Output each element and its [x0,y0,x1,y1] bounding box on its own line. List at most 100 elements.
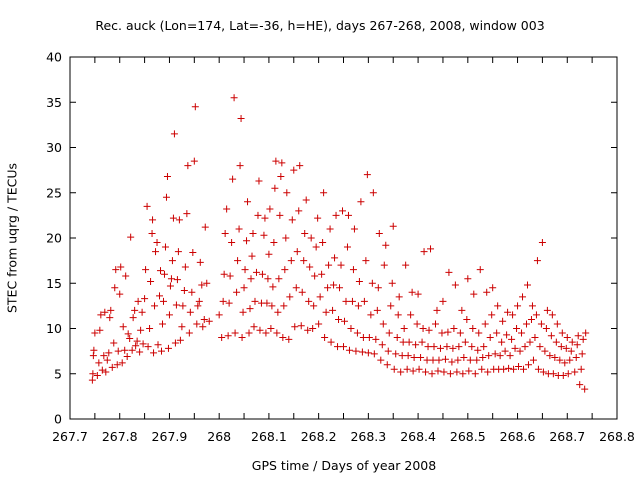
data-point [89,370,97,378]
data-point [510,365,518,373]
data-point [378,341,386,349]
data-point [219,297,227,305]
data-point [90,346,98,354]
data-point [455,343,463,351]
data-point [348,297,356,305]
x-tick-label: 268.5 [450,429,486,444]
data-point [349,266,357,274]
data-point [327,338,335,346]
x-tick-label: 268.4 [400,429,436,444]
data-point [427,245,435,253]
data-point [365,334,373,342]
data-point [438,329,446,337]
data-point [112,266,120,274]
data-point [183,210,191,218]
data-point [124,330,132,338]
data-point [273,329,281,337]
data-point [337,261,345,269]
data-point [499,317,507,325]
data-point [345,346,353,354]
data-point [223,205,231,213]
data-point [446,370,454,378]
data-point [389,222,397,230]
data-point [254,211,262,219]
data-point [159,297,167,305]
data-point [138,308,146,316]
data-point [134,297,142,305]
data-point [475,329,483,337]
data-point [486,334,494,342]
data-point [179,302,187,310]
data-point [271,184,279,192]
data-point [139,340,147,348]
data-point [344,211,352,219]
data-point [523,281,531,289]
data-point [162,193,170,201]
data-point [105,349,113,357]
data-point [500,365,508,373]
data-point [191,103,199,111]
data-point [241,266,249,274]
data-point [251,297,259,305]
data-point [415,365,423,373]
data-point [111,284,119,292]
data-point [516,347,524,355]
data-point [281,266,289,274]
data-point [288,216,296,224]
data-point [282,234,290,242]
data-point [167,275,175,283]
data-point [463,315,471,323]
x-tick-label: 268.7 [549,429,585,444]
data-point [326,225,334,233]
data-point [451,281,459,289]
data-point [542,325,550,332]
data-point [194,302,202,310]
data-point [360,297,368,305]
data-point [354,302,362,310]
data-point [309,325,317,332]
data-point [582,329,590,337]
data-point [551,353,559,361]
data-point [315,320,323,328]
data-point [133,337,141,345]
data-point [127,233,135,241]
data-point [116,290,124,298]
data-point [364,349,372,357]
data-point [198,281,206,289]
data-point [295,207,303,215]
data-point [285,335,293,343]
data-point [430,343,438,351]
data-point [471,370,479,378]
data-point [287,257,295,265]
data-point [541,347,549,355]
data-point [172,301,180,309]
data-point [479,353,487,361]
data-point [244,198,252,206]
data-point [218,334,226,342]
data-point [330,281,338,289]
data-point [390,365,398,373]
data-point [531,334,539,342]
data-point [405,338,413,346]
data-point [501,347,509,355]
data-point [399,338,407,346]
data-point [509,311,517,319]
data-point [511,344,519,352]
x-tick-label: 267.7 [52,429,88,444]
data-point [122,272,130,280]
data-point [388,279,396,287]
y-tick-label: 0 [54,412,62,427]
data-point [190,157,198,165]
data-point [277,172,285,180]
data-point [325,261,333,269]
data-point [414,290,422,298]
data-point [118,359,126,367]
data-point [263,299,271,307]
data-point [231,329,239,337]
data-point [262,329,270,337]
data-point [301,229,309,237]
data-point [300,257,308,265]
y-tick-label: 15 [46,276,62,291]
data-point [166,282,174,290]
